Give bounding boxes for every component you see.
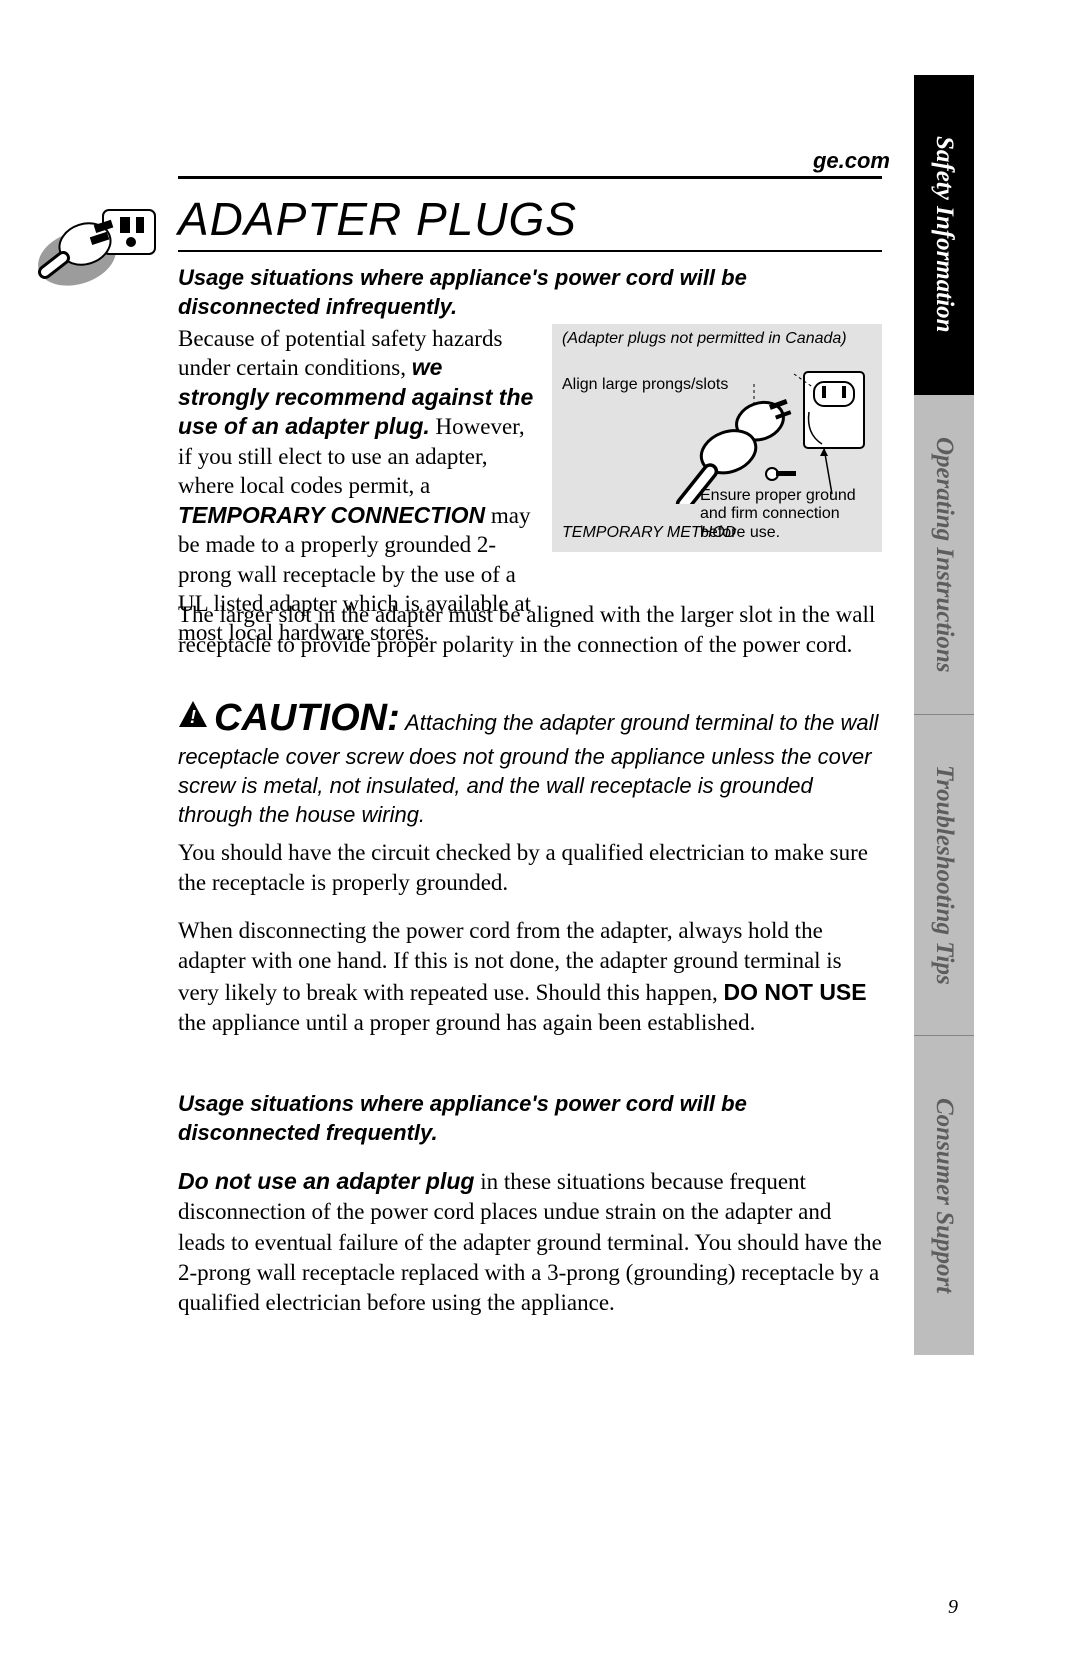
paragraph-align: The larger slot in the adapter must be a… [178,600,882,679]
title-underline [178,250,882,252]
tab-troubleshooting-tips[interactable]: Troubleshooting Tips [914,715,974,1035]
tab-safety-information[interactable]: Safety Information [914,75,974,395]
adapter-diagram: (Adapter plugs not permitted in Canada) … [552,324,882,552]
header-url: ge.com [813,148,890,174]
diagram-illustration [654,364,874,504]
page-title: ADAPTER PLUGS [178,192,882,246]
caution-block: ! CAUTION: Attaching the adapter ground … [178,694,882,829]
caution-heading: CAUTION: [214,697,400,739]
side-tab-bar: Safety Information Operating Instruction… [914,75,974,1355]
tab-consumer-support[interactable]: Consumer Support [914,1036,974,1356]
diagram-ground-label: Ensure proper ground and firm connection… [700,487,870,542]
header-rule [178,176,882,179]
svg-text:!: ! [190,707,196,727]
frequent-bold-a: Do not use an adapter plug [178,1168,474,1194]
page-number: 9 [948,1596,958,1619]
title-block: ADAPTER PLUGS Usage situations where app… [178,192,882,321]
paragraph-electrician: You should have the circuit checked by a… [178,838,882,917]
warning-icon: ! [178,700,208,736]
manual-page: ge.com ADAPTER PLUGS Usage situations wh… [0,0,1080,1669]
subtitle: Usage situations where appliance's power… [178,264,882,321]
paragraph-frequent: Do not use an adapter plug in these situ… [178,1166,882,1337]
disconnect-text-c: the appliance until a proper ground has … [178,1010,755,1035]
diagram-canada-note: (Adapter plugs not permitted in Canada) [562,330,847,348]
intro-bold-temporary: TEMPORARY CONNECTION [178,502,485,528]
disconnect-bold-donotuse: DO NOT USE [723,979,866,1005]
intro-text-a: Because of potential safety hazards unde… [178,326,502,380]
subtitle-frequent: Usage situations where appliance's power… [178,1090,882,1147]
subtitle-frequent-text: Usage situations where appliance's power… [178,1090,882,1147]
paragraph-disconnect: When disconnecting the power cord from t… [178,916,882,1056]
plug-icon [35,200,163,290]
paragraph-align-text: The larger slot in the adapter must be a… [178,600,882,661]
paragraph-electrician-text: You should have the circuit checked by a… [178,838,882,899]
tab-operating-instructions[interactable]: Operating Instructions [914,395,974,715]
